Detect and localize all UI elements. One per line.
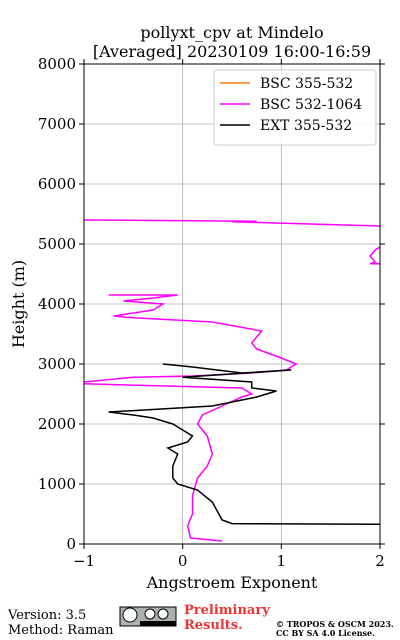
preliminary: Preliminary <box>184 603 270 618</box>
method: Method: Raman <box>8 623 114 638</box>
preliminary: Results. <box>184 618 243 633</box>
x-tick-label: −1 <box>73 552 95 570</box>
copyright: CC BY SA 4.0 License. <box>276 628 375 638</box>
y-tick-label: 8000 <box>38 55 76 73</box>
profile-line <box>84 294 298 542</box>
chart-subtitle: [Averaged] 20230109 16:00-16:59 <box>93 42 371 61</box>
x-axis-label: Angstroem Exponent <box>146 573 318 592</box>
chart-title: pollyxt_cpv at Mindelo <box>140 23 323 42</box>
legend-label: BSC 355-532 <box>260 76 353 92</box>
x-tick-label: 1 <box>277 552 287 570</box>
profile-line <box>84 219 380 227</box>
cc-icon <box>119 606 177 627</box>
y-tick-label: 1000 <box>38 475 76 493</box>
x-tick-label: 2 <box>375 552 385 570</box>
version: Version: 3.5 <box>7 608 86 623</box>
y-tick-label: 4000 <box>38 295 76 313</box>
legend-label: BSC 532-1064 <box>260 97 362 113</box>
x-tick-label: 0 <box>178 552 188 570</box>
y-tick-label: 5000 <box>38 235 76 253</box>
y-tick-label: 2000 <box>38 415 76 433</box>
legend-box <box>213 69 377 146</box>
copyright: © TROPOS & OSCM 2023. <box>276 619 394 629</box>
plot-area <box>84 219 380 542</box>
y-tick-label: 7000 <box>38 115 76 133</box>
y-tick-label: 6000 <box>38 175 76 193</box>
profile-line <box>108 363 380 525</box>
y-tick-label: 0 <box>66 535 76 553</box>
y-axis-label: Height (m) <box>9 260 28 348</box>
profile-line <box>369 246 380 265</box>
y-tick-label: 3000 <box>38 355 76 373</box>
legend-label: EXT 355-532 <box>260 118 352 134</box>
axes-frame <box>83 63 381 545</box>
